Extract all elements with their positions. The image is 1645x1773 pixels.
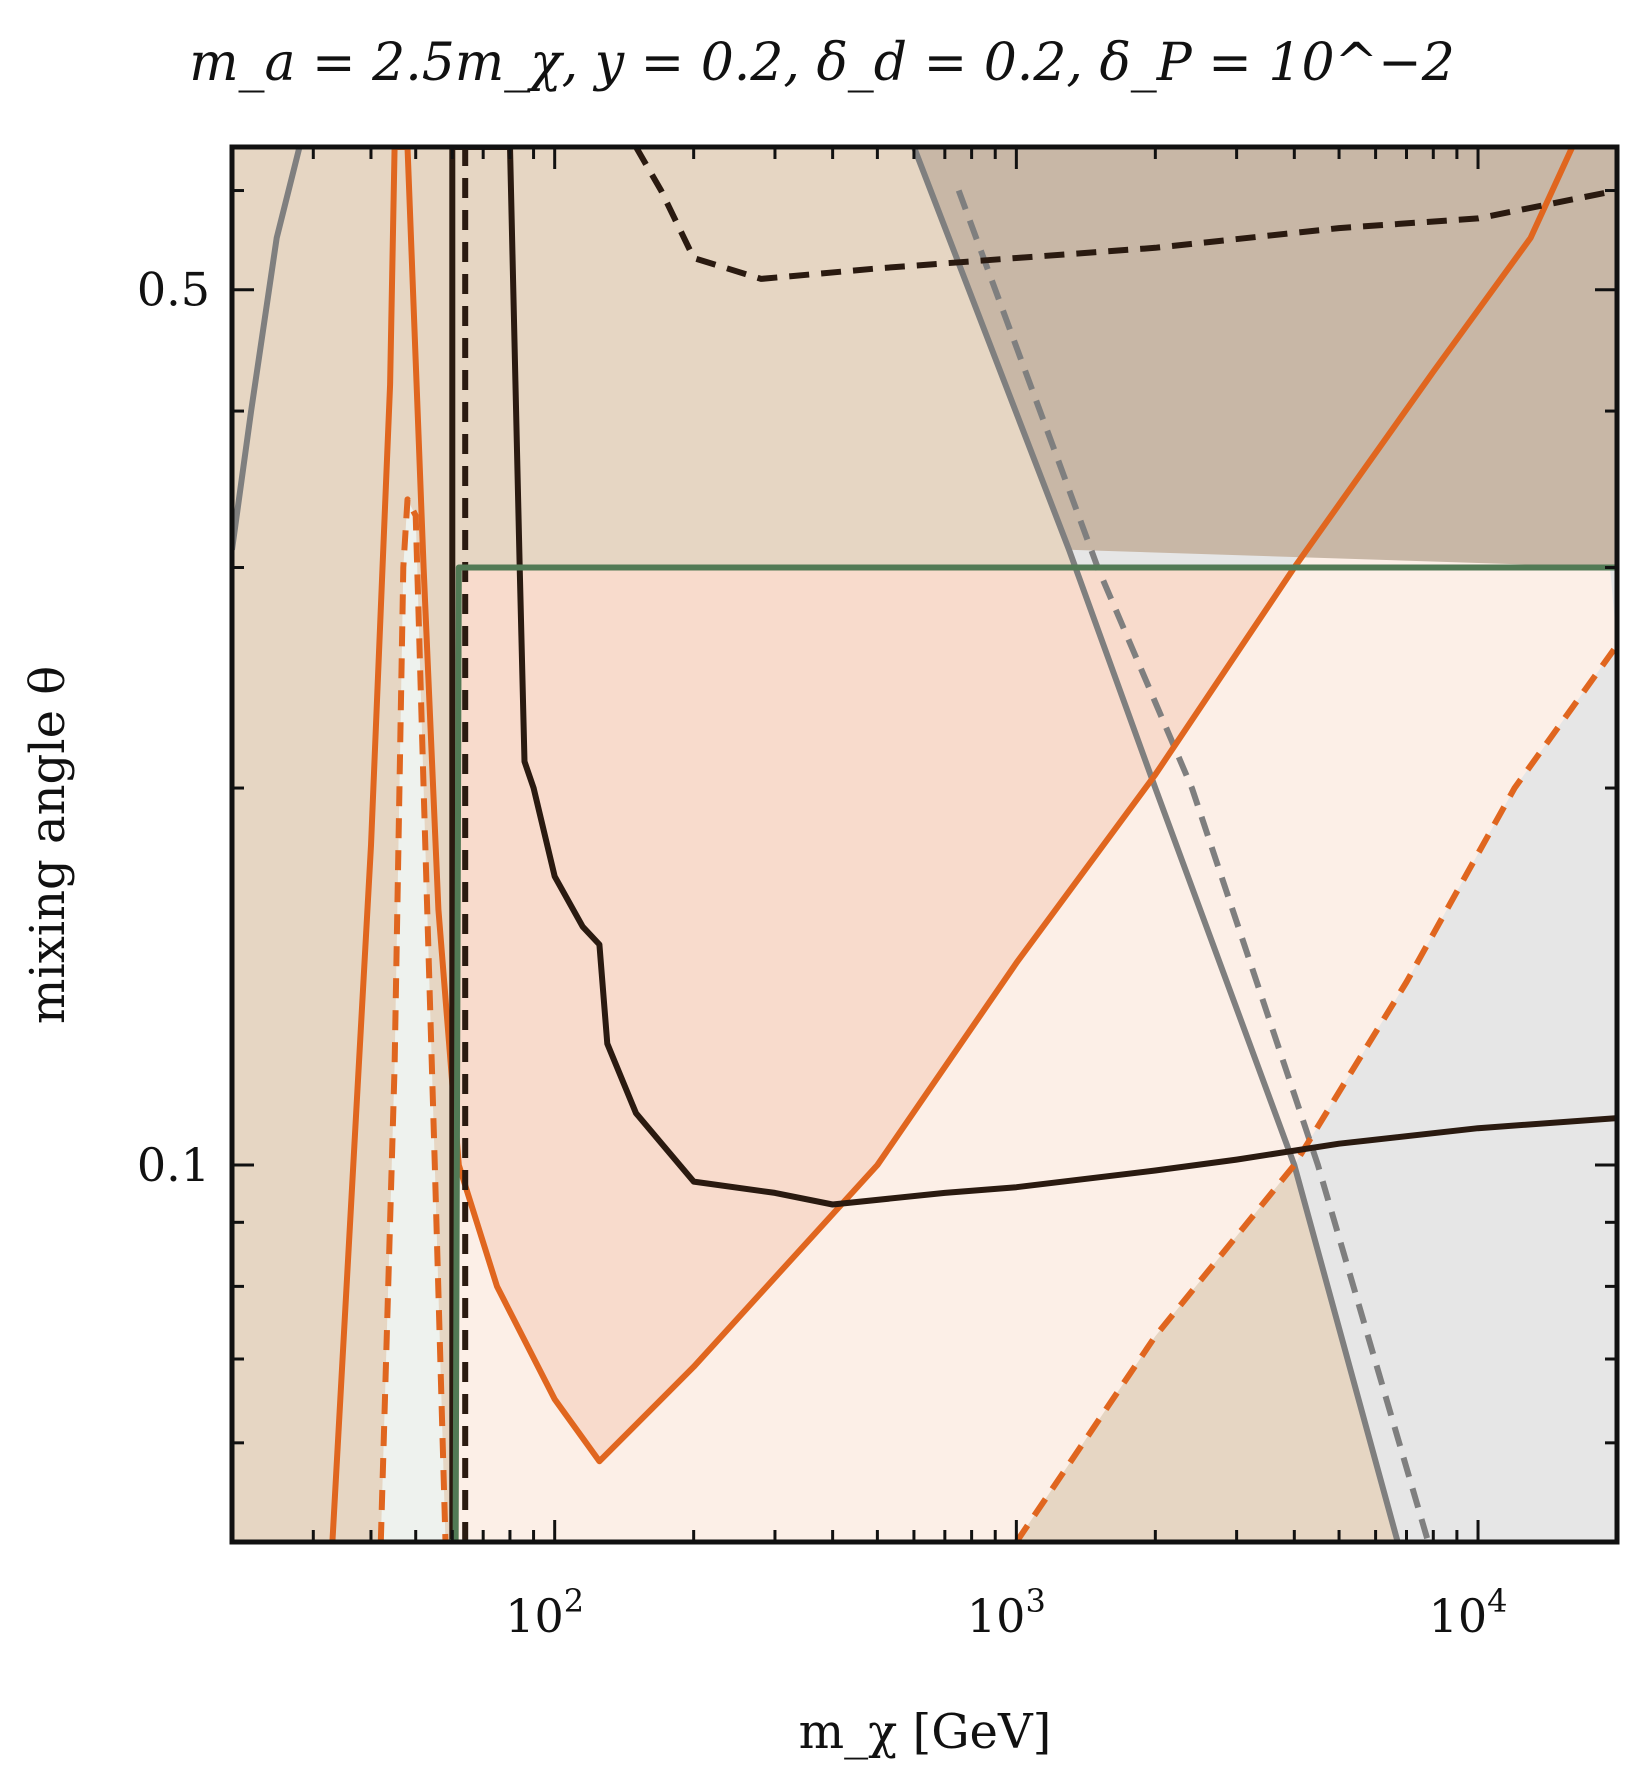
x-tick-label: 104: [1429, 1582, 1508, 1643]
series-orange-dashed-right-: [1013, 643, 1617, 1542]
x-tick-label: 103: [967, 1582, 1046, 1643]
y-tick-label: 0.1: [137, 1138, 210, 1192]
x-tick-base: 10: [505, 1589, 564, 1643]
series-gray-solid-left-: [232, 147, 303, 551]
x-axis-label: m_χ [GeV]: [799, 1704, 1052, 1760]
x-tick-exp: 3: [1025, 1582, 1045, 1620]
series-gray-dashed: [955, 189, 1432, 1542]
x-tick-exp: 2: [564, 1582, 584, 1620]
series-orange-dashed: [377, 496, 449, 1542]
series-gray-solid-right-: [911, 147, 1401, 1542]
series-green-solid: [448, 564, 1617, 1542]
chart-title: m_a = 2.5m_χ, y = 0.2, δ_d = 0.2, δ_P = …: [189, 33, 1455, 93]
x-tick-label: 102: [505, 1582, 584, 1643]
x-tick-base: 10: [967, 1589, 1026, 1643]
x-tick-base: 10: [1429, 1589, 1488, 1643]
shaded-regions: [232, 147, 1617, 1542]
plot-frame: [229, 144, 1620, 1545]
data-series: [232, 147, 1617, 1542]
region-mint-region: [380, 499, 453, 1542]
series-black-dashed-upper-: [633, 147, 1617, 282]
region-peach-region: [458, 567, 1295, 1462]
series-black-solid: [449, 147, 1617, 1542]
x-tick-exp: 4: [1487, 1582, 1507, 1620]
y-tick-label: 0.5: [137, 263, 210, 317]
y-axis-label: mixing angle θ: [20, 666, 76, 1024]
